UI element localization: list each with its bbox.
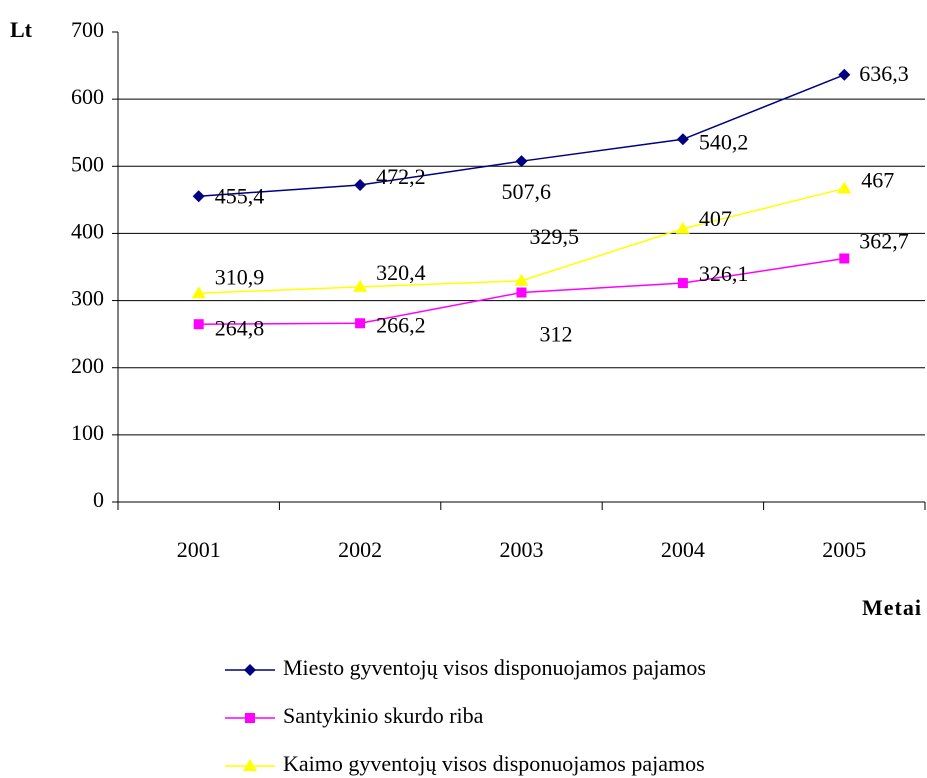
data-label: 362,7: [859, 229, 909, 254]
data-label: 455,4: [215, 183, 265, 208]
legend-label: Kaimo gyventojų visos disponuojamos paja…: [283, 751, 705, 776]
y-tick-label: 400: [71, 218, 104, 243]
y-axis-label: Lt: [10, 17, 33, 42]
marker: [243, 759, 257, 771]
marker: [193, 319, 204, 330]
marker: [676, 133, 689, 146]
marker: [514, 273, 529, 286]
marker: [837, 181, 852, 194]
marker: [244, 664, 256, 676]
y-tick-label: 300: [71, 286, 104, 311]
data-label: 312: [540, 322, 573, 347]
data-label: 636,3: [859, 61, 909, 86]
x-tick-label: 2005: [822, 537, 866, 562]
marker: [838, 68, 851, 81]
x-tick-label: 2001: [177, 537, 221, 562]
marker: [192, 190, 205, 203]
y-tick-label: 100: [71, 420, 104, 445]
data-label: 329,5: [530, 224, 580, 249]
data-label: 266,2: [376, 312, 426, 337]
marker: [839, 253, 850, 264]
marker: [355, 318, 366, 329]
marker: [675, 221, 690, 234]
data-label: 472,2: [376, 164, 426, 189]
data-label: 326,1: [699, 261, 749, 286]
y-tick-label: 600: [71, 84, 104, 109]
y-tick-label: 0: [93, 487, 104, 512]
legend-label: Santykinio skurdo riba: [283, 703, 484, 728]
x-tick-label: 2003: [500, 537, 544, 562]
marker: [677, 278, 688, 289]
y-tick-label: 700: [71, 17, 104, 42]
data-label: 467: [861, 167, 894, 192]
y-tick-label: 200: [71, 353, 104, 378]
data-label: 310,9: [215, 264, 265, 289]
data-label: 507,6: [502, 179, 552, 204]
marker: [515, 155, 528, 168]
marker: [191, 286, 206, 299]
x-tick-label: 2004: [661, 537, 705, 562]
y-tick-label: 500: [71, 151, 104, 176]
marker: [245, 713, 255, 723]
x-axis-label: Metai: [862, 595, 922, 620]
x-tick-label: 2002: [338, 537, 382, 562]
data-label: 407: [699, 206, 732, 231]
data-label: 320,4: [376, 260, 426, 285]
data-label: 264,8: [215, 315, 265, 340]
marker: [516, 287, 527, 298]
data-label: 540,2: [699, 129, 749, 154]
marker: [354, 178, 367, 191]
marker: [353, 279, 368, 292]
legend-label: Miesto gyventojų visos disponuojamos paj…: [283, 655, 706, 680]
